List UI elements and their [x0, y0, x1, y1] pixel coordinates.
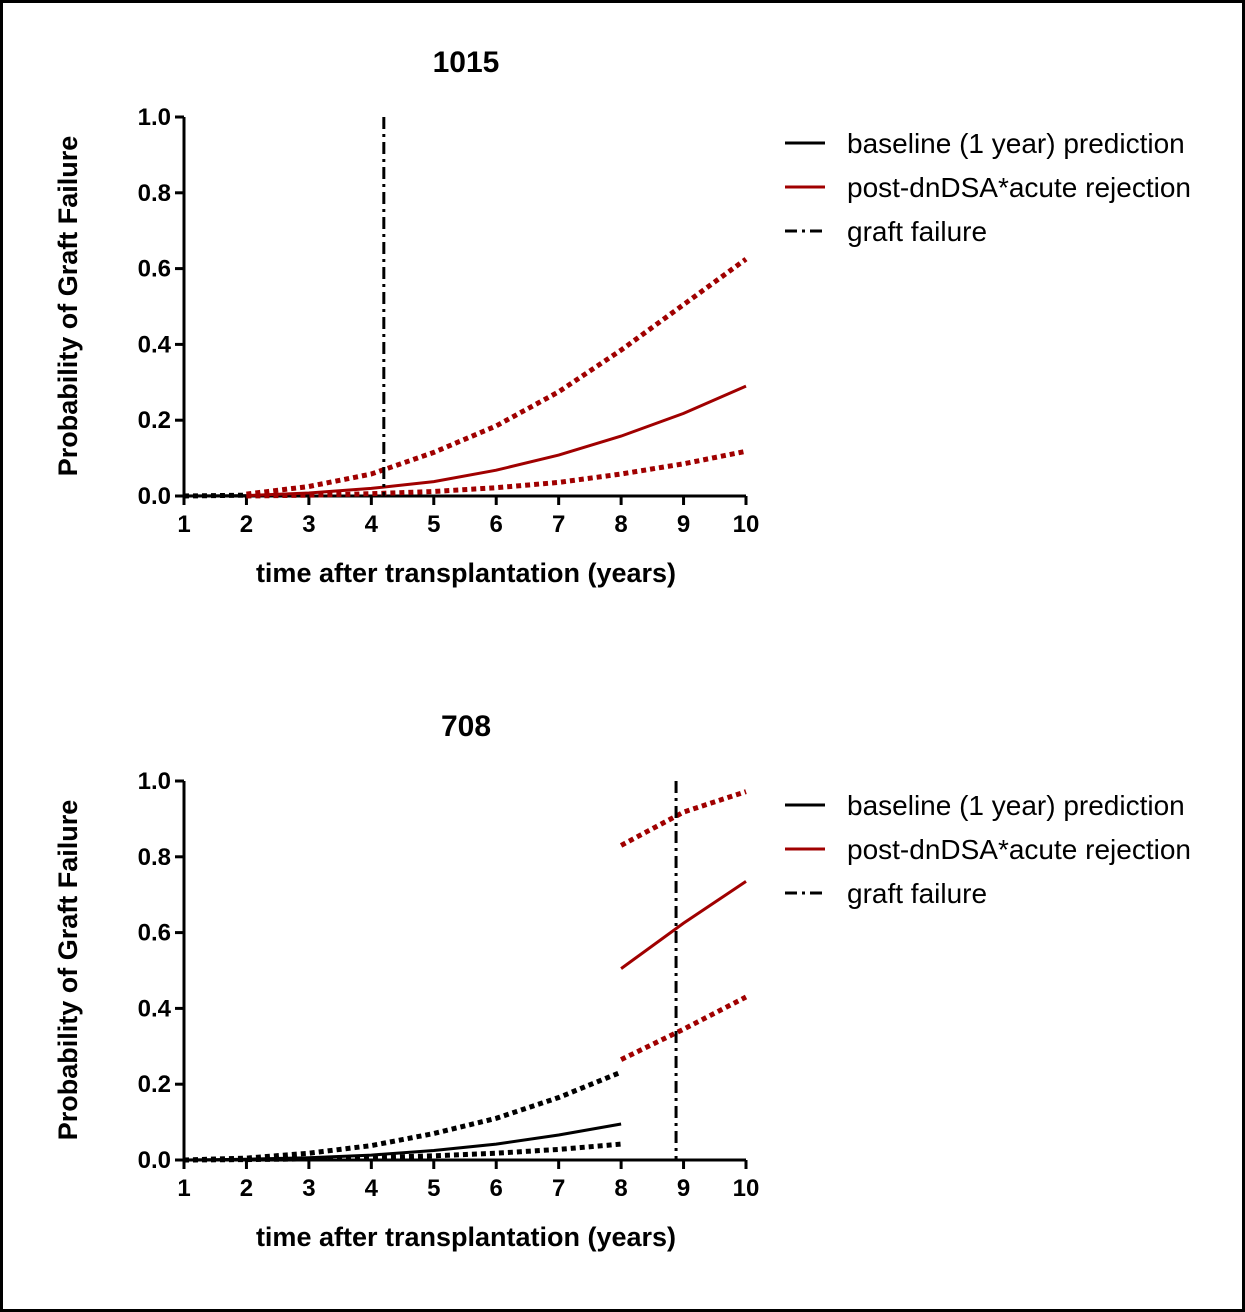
x-tick-label: 5 [427, 511, 440, 538]
x-tick-label: 4 [365, 511, 379, 538]
legend-label-1: post-dnDSA*acute rejection [847, 172, 1191, 203]
legend-label-1: post-dnDSA*acute rejection [847, 834, 1191, 865]
y-tick-label: 0.2 [138, 407, 171, 434]
y-tick-label: 0.4 [138, 331, 172, 358]
series-line-2 [246, 384, 747, 498]
series-line-2 [183, 1141, 622, 1163]
x-tick-label: 3 [302, 1175, 315, 1202]
series-line-3 [620, 880, 747, 970]
chart-title: 708 [441, 710, 491, 743]
y-axis-label: Probability of Graft Failure [53, 800, 83, 1141]
y-axis-label: Probability of Graft Failure [53, 136, 83, 477]
x-tick-label: 1 [177, 511, 190, 538]
plot-area: 1 2 3 4 5 6 7 8 9 10 0.0 0.2 0.4 0.6 0.8 1.0 [138, 768, 760, 1202]
x-tick-label: 8 [614, 511, 627, 538]
x-tick-label: 1 [177, 1175, 190, 1202]
x-tick-label: 6 [490, 1175, 503, 1202]
y-tick-label: 0.6 [138, 920, 171, 947]
series-line-3 [246, 257, 748, 497]
legend-label-2: graft failure [847, 878, 987, 909]
legend-label-0: baseline (1 year) prediction [847, 790, 1185, 821]
y-tick-label: 0.6 [138, 256, 171, 283]
y-tick-label: 0.8 [138, 844, 171, 871]
legend: baseline (1 year) prediction post-dnDSA*a… [785, 790, 1191, 909]
y-tick-label: 0.4 [138, 995, 172, 1022]
legend: baseline (1 year) prediction post-dnDSA*a… [785, 128, 1191, 247]
legend-label-0: baseline (1 year) prediction [847, 128, 1185, 159]
x-tick-label: 2 [240, 1175, 253, 1202]
x-tick-label: 4 [365, 1175, 379, 1202]
chart-1015: 1015 Probability of Graft Failure time a… [53, 46, 1191, 588]
x-tick-label: 5 [427, 1175, 440, 1202]
x-tick-label: 2 [240, 511, 253, 538]
series-line-4 [246, 448, 747, 499]
y-tick-label: 1.0 [138, 104, 171, 131]
x-tick-label: 9 [677, 1175, 690, 1202]
x-tick-label: 7 [552, 1175, 565, 1202]
plot-area: 1 2 3 4 5 6 7 8 9 10 0.0 0.2 0.4 0.6 0.8 1.0 [138, 104, 760, 538]
series-line-1 [183, 492, 247, 499]
legend-label-2: graft failure [847, 216, 987, 247]
y-tick-label: 0.0 [138, 483, 171, 510]
x-tick-label: 10 [733, 511, 760, 538]
chart-708: 708 Probability of Graft Failure time af… [53, 710, 1191, 1252]
x-tick-label: 7 [552, 511, 565, 538]
y-tick-label: 0.8 [138, 180, 171, 207]
y-tick-label: 0.2 [138, 1071, 171, 1098]
x-tick-label: 9 [677, 511, 690, 538]
x-tick-label: 8 [614, 1175, 627, 1202]
x-tick-label: 10 [733, 1175, 760, 1202]
x-axis-label: time after transplantation (years) [256, 558, 676, 588]
chart-title: 1015 [433, 46, 500, 79]
x-axis-label: time after transplantation (years) [256, 1222, 676, 1252]
y-tick-label: 0.0 [138, 1147, 171, 1174]
y-tick-label: 1.0 [138, 768, 171, 795]
x-tick-label: 6 [490, 511, 503, 538]
x-tick-label: 3 [302, 511, 315, 538]
